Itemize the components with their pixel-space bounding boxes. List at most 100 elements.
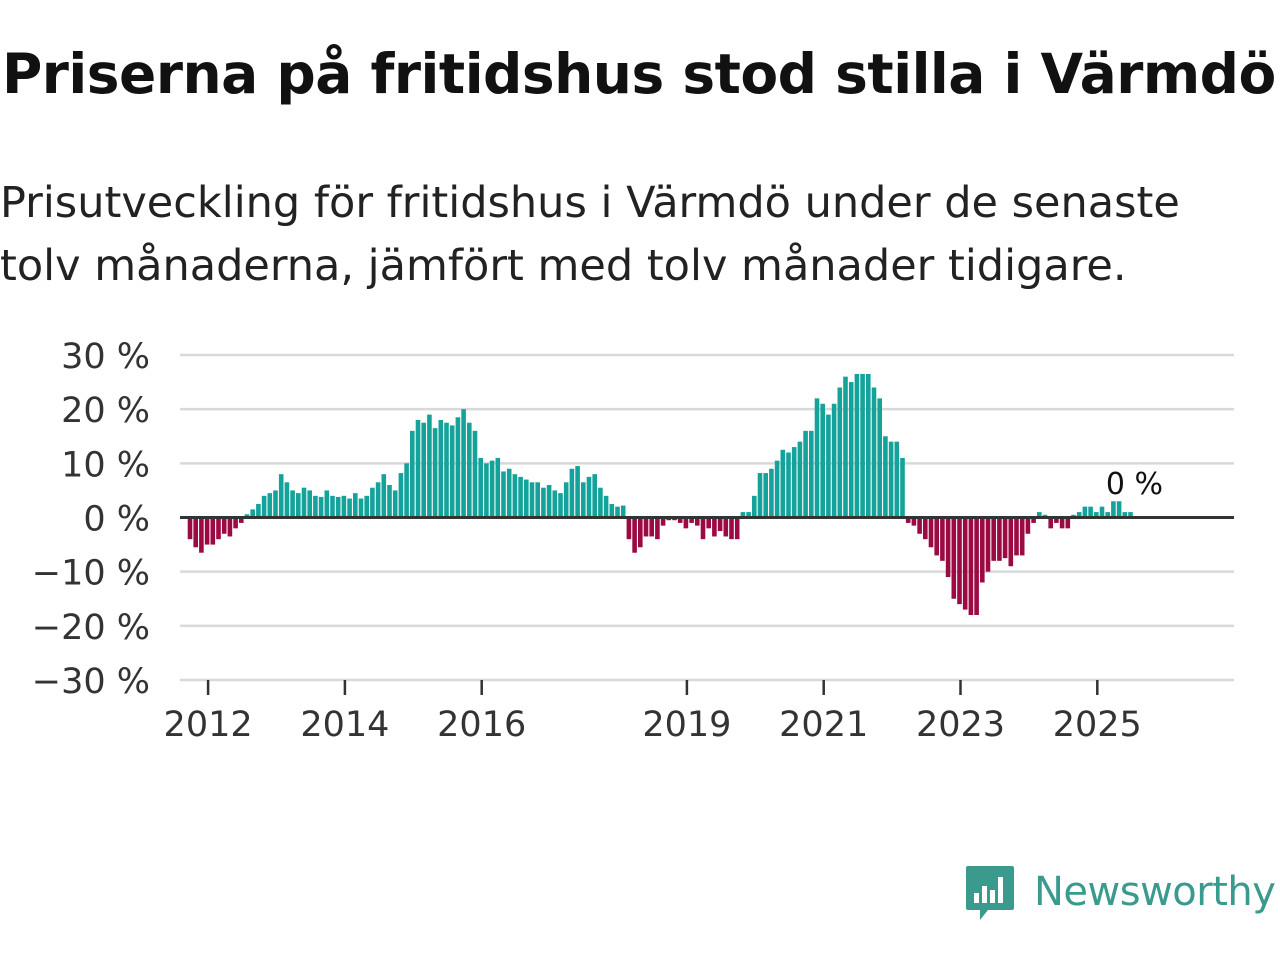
bar [1025,517,1031,534]
bar [752,495,757,518]
y-tick-label: −30 % [32,662,150,702]
bar [603,495,609,518]
bar [1099,506,1105,518]
bar [330,495,335,518]
bar [353,493,358,518]
bar [1128,512,1133,518]
bar [1105,512,1110,518]
bar [837,387,843,518]
bar [826,414,831,518]
bar [199,517,204,553]
bar [204,517,210,545]
bar [985,517,991,572]
bar [410,430,415,518]
bar [518,476,523,518]
bar [1002,517,1008,559]
bar [461,409,466,518]
x-axis: 2012 2014 2016 2019 2021 2023 2025 [164,680,1142,745]
bar [512,474,518,518]
bar [444,422,449,518]
bar [917,517,922,534]
bar [700,517,706,540]
bar [227,517,233,537]
chart-title: Priserna på fritidshus stod stilla i Vär… [2,42,1276,106]
bar [854,373,860,518]
bar [358,498,364,518]
brand: Newsworthy [964,862,1276,922]
y-axis-ticks: 30 % 20 % 10 % 0 % −10 % −20 % −30 % [32,337,150,702]
bar [1122,512,1128,518]
bar [216,517,221,540]
bar [324,490,330,518]
bar [210,517,216,545]
bar [529,482,535,518]
y-tick-label: 10 % [61,445,150,485]
bar [866,373,871,518]
bar [1088,506,1093,518]
bar [273,490,278,518]
bar [717,517,723,532]
bar [387,485,392,518]
x-tick-label: 2016 [437,705,526,745]
bar [541,487,546,518]
bar [290,490,295,518]
bar [729,517,734,540]
y-tick-label: 30 % [61,337,150,377]
newsworthy-logo-icon [966,866,1014,920]
bar [347,498,352,518]
bar [888,441,894,518]
bar [843,376,848,518]
bar [455,417,461,518]
y-tick-label: 20 % [61,391,150,431]
bar [261,495,267,518]
bar [894,441,900,518]
bar [820,403,825,518]
bar [883,436,888,518]
bar [592,474,597,518]
bar [296,493,301,518]
x-tick-label: 2012 [164,705,253,745]
bar [712,517,717,537]
x-tick-label: 2019 [642,705,731,745]
bar [974,517,979,615]
bar [831,403,837,518]
bar [1014,517,1019,556]
bar [598,487,603,518]
bar [803,430,808,518]
bar [871,387,877,518]
bar [934,517,939,556]
bar [524,479,529,518]
bar [797,441,803,518]
bar [928,517,934,548]
bar [900,457,905,518]
bar [757,473,763,518]
bar [581,482,586,518]
bar [957,517,962,605]
bar [535,482,540,518]
bar [683,517,689,529]
bar [1111,501,1116,518]
bar [638,517,643,548]
bar [860,373,865,518]
bar [1037,512,1042,518]
x-tick-label: 2021 [779,705,868,745]
y-tick-label: −20 % [32,608,150,648]
bar [256,503,261,518]
bar [489,460,495,518]
bar [335,496,341,518]
bar [284,482,290,518]
bar [193,517,198,548]
bar [478,457,483,518]
bar [655,517,660,540]
bar [809,430,814,518]
brand-name: Newsworthy [1034,869,1276,915]
bar [221,517,227,534]
bar [467,422,472,518]
bar [911,517,917,526]
bar [569,468,575,518]
bar [620,505,626,518]
bar [774,460,780,518]
bar [375,482,381,518]
bars [187,373,1133,615]
bar [723,517,729,537]
